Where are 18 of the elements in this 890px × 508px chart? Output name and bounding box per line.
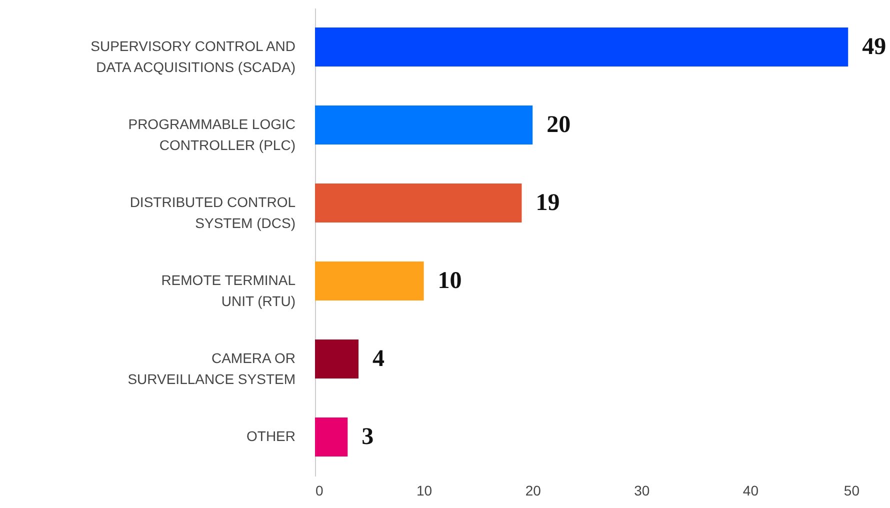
y-tick-label: OTHER bbox=[246, 428, 296, 444]
data-label: 10 bbox=[438, 268, 462, 294]
data-label: 19 bbox=[536, 190, 560, 216]
data-label: 49 bbox=[862, 34, 886, 60]
y-tick-label: CAMERA OR SURVEILLANCE SYSTEM bbox=[128, 350, 296, 387]
data-label: 4 bbox=[372, 346, 385, 372]
x-tick-label: 0 bbox=[316, 482, 324, 498]
data-label: 3 bbox=[362, 424, 374, 450]
x-tick-label: 40 bbox=[742, 482, 759, 498]
y-tick-label: REMOTE TERMINAL UNIT (RTU) bbox=[161, 272, 296, 309]
x-tick-label: 30 bbox=[634, 482, 650, 498]
x-tick-label: 20 bbox=[525, 482, 542, 498]
x-tick-label: 50 bbox=[844, 482, 860, 498]
y-tick-label: SUPERVISORY CONTROL AND DATA ACQUISITIONS (SCADA) bbox=[90, 38, 296, 75]
data-label: 20 bbox=[546, 112, 571, 138]
y-tick-label: PROGRAMMABLE LOGIC CONTROLLER (PLC) bbox=[128, 116, 296, 153]
y-tick-label: DISTRIBUTED CONTROL SYSTEM (DCS) bbox=[130, 194, 296, 231]
x-tick-label: 10 bbox=[416, 482, 432, 498]
